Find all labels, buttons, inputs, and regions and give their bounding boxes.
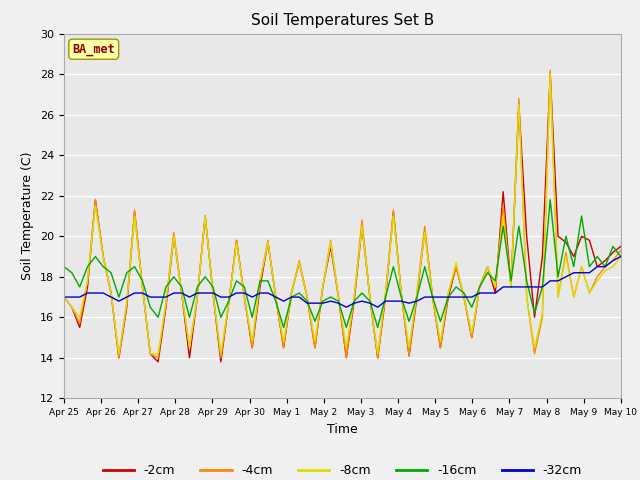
X-axis label: Time: Time [327,423,358,436]
Y-axis label: Soil Temperature (C): Soil Temperature (C) [22,152,35,280]
Legend: -2cm, -4cm, -8cm, -16cm, -32cm: -2cm, -4cm, -8cm, -16cm, -32cm [97,459,588,480]
Title: Soil Temperatures Set B: Soil Temperatures Set B [251,13,434,28]
Text: BA_met: BA_met [72,43,115,56]
